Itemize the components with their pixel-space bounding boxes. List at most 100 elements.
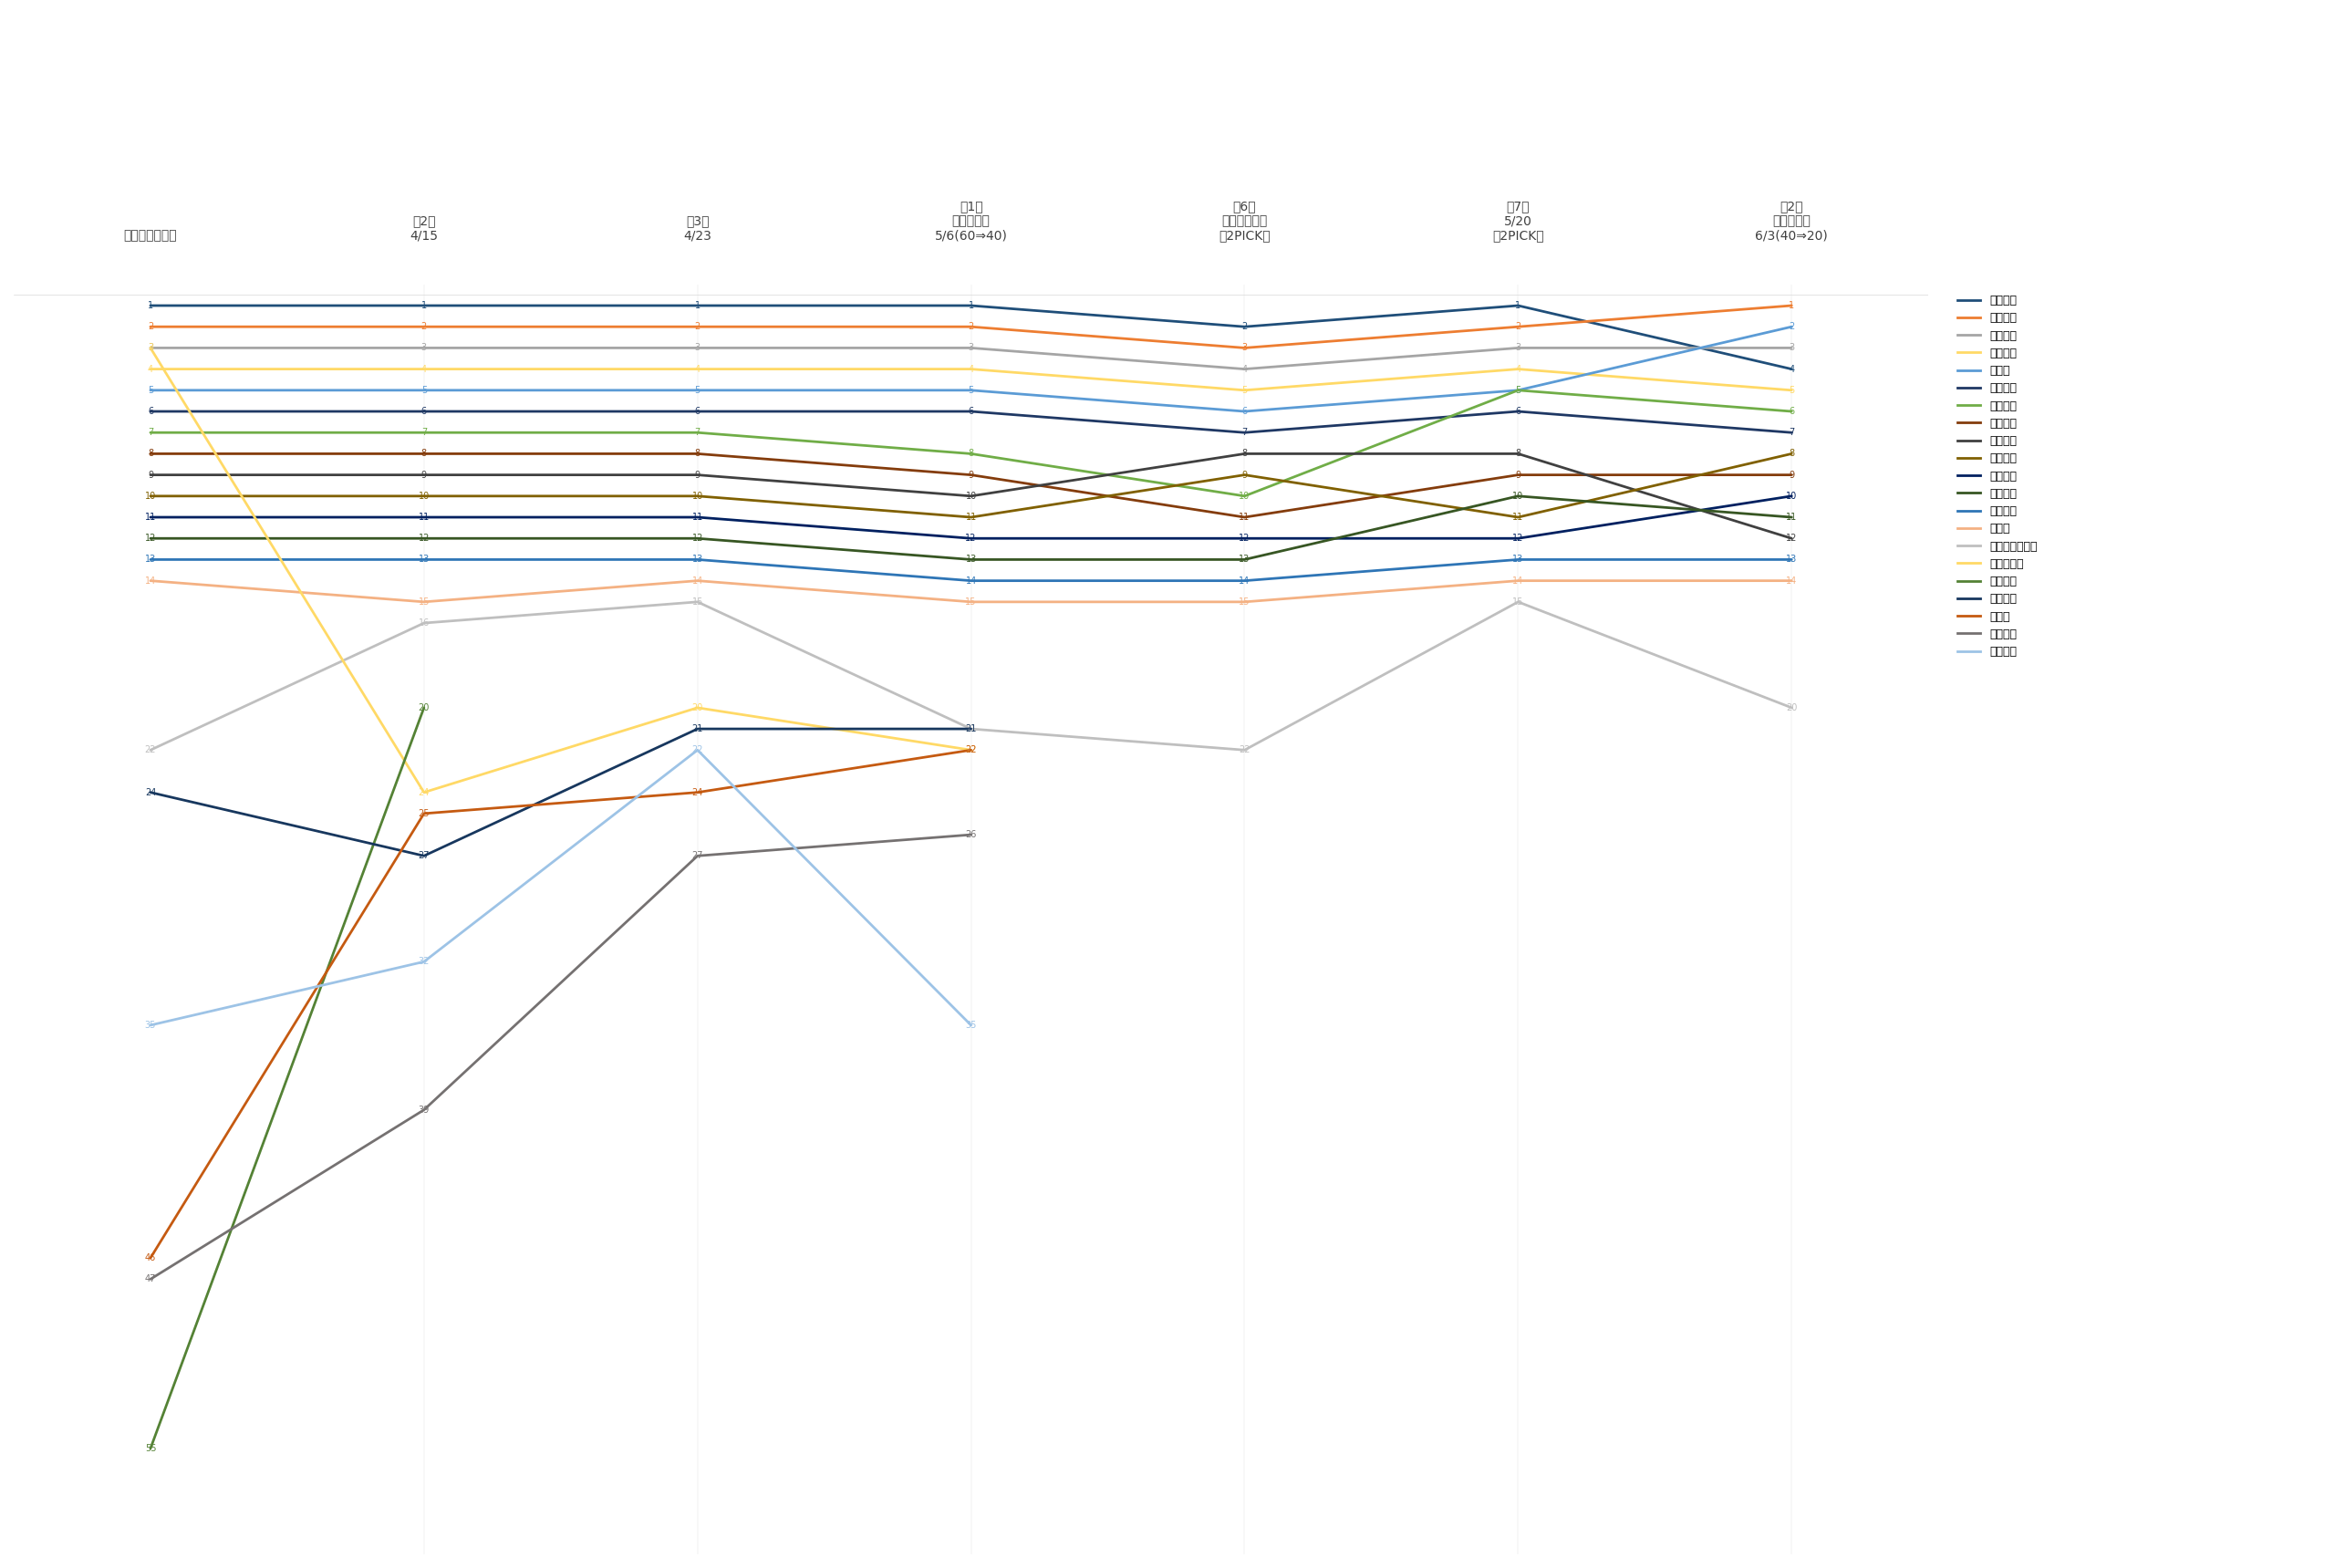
Text: 21: 21	[691, 724, 703, 734]
Text: 6: 6	[420, 406, 427, 416]
Text: 12: 12	[418, 533, 430, 543]
Text: 9: 9	[1242, 470, 1247, 480]
Text: 8: 8	[1789, 448, 1793, 458]
Text: 1: 1	[696, 301, 700, 310]
Text: 6: 6	[1515, 406, 1520, 416]
Text: 13: 13	[418, 555, 430, 564]
Text: 2: 2	[420, 321, 427, 331]
Text: 20: 20	[691, 702, 703, 712]
Text: 13: 13	[1513, 555, 1525, 564]
Text: 5: 5	[147, 386, 154, 395]
Text: 12: 12	[1240, 533, 1249, 543]
Text: 6: 6	[147, 406, 154, 416]
Text: 6: 6	[696, 406, 700, 416]
Text: 8: 8	[969, 448, 974, 458]
Text: 4: 4	[1242, 364, 1247, 373]
Text: 12: 12	[145, 533, 156, 543]
Text: 9: 9	[696, 470, 700, 480]
Text: 2: 2	[1789, 321, 1796, 331]
Text: 10: 10	[691, 491, 703, 500]
Text: 14: 14	[1786, 575, 1798, 585]
Text: 7: 7	[693, 428, 700, 437]
Text: 2: 2	[1242, 321, 1247, 331]
Text: 3: 3	[1515, 343, 1520, 353]
Text: 1: 1	[1515, 301, 1520, 310]
Text: 14: 14	[1513, 575, 1525, 585]
Text: 9: 9	[420, 470, 427, 480]
Text: 第6週
ベネフィット
（2PICK）: 第6週 ベネフィット （2PICK）	[1219, 199, 1270, 241]
Text: 8: 8	[1242, 448, 1247, 458]
Text: 15: 15	[964, 597, 976, 607]
Text: 3: 3	[696, 343, 700, 353]
Text: 14: 14	[1240, 575, 1249, 585]
Text: 11: 11	[964, 513, 976, 522]
Text: 1: 1	[147, 301, 154, 310]
Text: 5: 5	[1789, 386, 1796, 395]
Text: 8: 8	[147, 448, 154, 458]
Text: 1: 1	[1789, 301, 1793, 310]
Text: 13: 13	[964, 555, 976, 564]
Text: 3: 3	[147, 343, 154, 353]
Text: 2: 2	[1515, 321, 1520, 331]
Text: 35: 35	[145, 1021, 156, 1030]
Text: 1: 1	[420, 301, 427, 310]
Text: 3: 3	[969, 343, 974, 353]
Text: 10: 10	[1786, 491, 1798, 500]
Text: 第7週
5/20
（2PICK）: 第7週 5/20 （2PICK）	[1492, 199, 1543, 241]
Text: 4: 4	[147, 364, 154, 373]
Text: 2: 2	[969, 321, 974, 331]
Text: 46: 46	[145, 1253, 156, 1262]
Text: 13: 13	[1786, 555, 1798, 564]
Text: 14: 14	[691, 575, 703, 585]
Text: 13: 13	[1240, 555, 1249, 564]
Text: 4: 4	[1789, 364, 1793, 373]
Text: 47: 47	[145, 1275, 156, 1284]
Text: 12: 12	[1513, 533, 1525, 543]
Text: オンタクト評価: オンタクト評価	[124, 229, 177, 241]
Text: 22: 22	[964, 745, 976, 754]
Text: 6: 6	[969, 406, 974, 416]
Text: 21: 21	[964, 724, 976, 734]
Text: 24: 24	[418, 787, 430, 797]
Text: 5: 5	[1515, 386, 1520, 395]
Text: 12: 12	[964, 533, 976, 543]
Text: 8: 8	[1515, 448, 1520, 458]
Text: 14: 14	[145, 575, 156, 585]
Text: 7: 7	[420, 428, 427, 437]
Text: 35: 35	[964, 1021, 976, 1030]
Text: 11: 11	[1513, 513, 1525, 522]
Text: 3: 3	[1789, 343, 1793, 353]
Text: 13: 13	[691, 555, 703, 564]
Text: 15: 15	[691, 597, 703, 607]
Text: 27: 27	[691, 851, 703, 861]
Text: 5: 5	[420, 386, 427, 395]
Text: 10: 10	[1513, 491, 1525, 500]
Text: 8: 8	[420, 448, 427, 458]
Text: 11: 11	[145, 513, 156, 522]
Text: 10: 10	[1240, 491, 1249, 500]
Text: 55: 55	[145, 1444, 156, 1454]
Text: 9: 9	[969, 470, 974, 480]
Text: 26: 26	[964, 829, 976, 839]
Text: 7: 7	[1789, 428, 1796, 437]
Text: 第1回
順位発表式
5/6(60⇒40): 第1回 順位発表式 5/6(60⇒40)	[934, 199, 1006, 241]
Text: 2: 2	[693, 321, 700, 331]
Text: 22: 22	[964, 745, 976, 754]
Text: 第3週
4/23: 第3週 4/23	[684, 215, 712, 241]
Text: 22: 22	[1240, 745, 1249, 754]
Text: 14: 14	[964, 575, 976, 585]
Text: 7: 7	[1242, 428, 1247, 437]
Text: 第2週
4/15: 第2週 4/15	[411, 215, 439, 241]
Text: 5: 5	[969, 386, 974, 395]
Text: 10: 10	[418, 491, 430, 500]
Text: 9: 9	[147, 470, 154, 480]
Text: 10: 10	[145, 491, 156, 500]
Text: 11: 11	[691, 513, 703, 522]
Text: 15: 15	[418, 597, 430, 607]
Text: 32: 32	[418, 956, 430, 966]
Legend: 田島将吾, 木村柾哉, 藤牧京介, 西島蓮太, 西光人, 小池俊司, 小林大悟, 尾崎匠海, 佐野雄大, 太田駿静, 後藤威尊, 中野海帆, 池崎理人, 松田迅: 田島将吾, 木村柾哉, 藤牧京介, 西島蓮太, 西光人, 小池俊司, 小林大悟,…	[1954, 290, 2043, 662]
Text: 11: 11	[418, 513, 430, 522]
Text: 12: 12	[691, 533, 703, 543]
Text: 22: 22	[145, 745, 156, 754]
Text: 25: 25	[418, 809, 430, 818]
